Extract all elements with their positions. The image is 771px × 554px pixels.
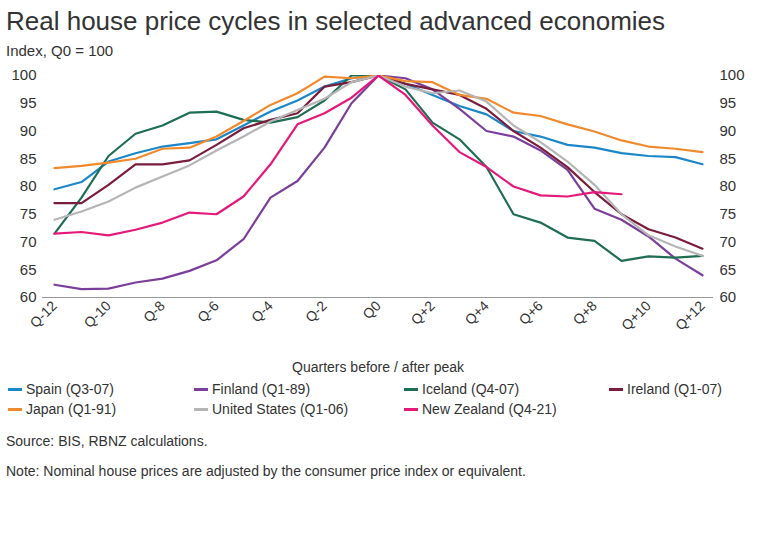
svg-text:Q+2: Q+2 [407, 297, 437, 327]
svg-text:95: 95 [720, 94, 737, 111]
html-text:Finland (Q1-89): Finland (Q1-89) [212, 381, 310, 397]
svg-text:80: 80 [720, 177, 737, 194]
svg-text:65: 65 [20, 261, 37, 278]
svg-text:90: 90 [720, 122, 737, 139]
html-text:Note: Nominal house prices are: Note: Nominal house prices are adjusted … [6, 463, 526, 479]
html-text:Iceland (Q4-07): Iceland (Q4-07) [422, 381, 520, 397]
svg-text:60: 60 [720, 288, 737, 305]
html-text:Ireland (Q1-07): Ireland (Q1-07) [627, 381, 722, 397]
svg-text:90: 90 [20, 122, 37, 139]
svg-text:80: 80 [20, 177, 37, 194]
html-text:Spain (Q3-07): Spain (Q3-07) [26, 381, 114, 397]
html-text:New Zealand (Q4-21): New Zealand (Q4-21) [422, 401, 557, 417]
svg-text:Q+8: Q+8 [569, 297, 599, 327]
html-text:Real house price cycles in sel: Real house price cycles in selected adva… [6, 6, 665, 36]
svg-text:75: 75 [720, 205, 737, 222]
html-text:Source: BIS, RBNZ calculations: Source: BIS, RBNZ calculations. [6, 433, 208, 449]
svg-text:65: 65 [720, 261, 737, 278]
svg-text:95: 95 [20, 94, 37, 111]
svg-text:75: 75 [20, 205, 37, 222]
svg-text:60: 60 [20, 288, 37, 305]
svg-text:Q+10: Q+10 [618, 297, 654, 333]
svg-text:Q+6: Q+6 [515, 297, 545, 327]
svg-text:Q+4: Q+4 [461, 297, 491, 327]
svg-text:85: 85 [20, 150, 37, 167]
svg-text:70: 70 [20, 233, 37, 250]
html-text:Japan (Q1-91): Japan (Q1-91) [26, 401, 117, 417]
html-text:United States (Q1-06): United States (Q1-06) [212, 401, 349, 417]
svg-text:Q+12: Q+12 [672, 297, 708, 333]
svg-text:Q-6: Q-6 [194, 297, 222, 325]
svg-text:Q-10: Q-10 [80, 297, 113, 330]
svg-text:100: 100 [720, 66, 745, 83]
svg-text:Quarters before / after peak: Quarters before / after peak [292, 359, 465, 375]
svg-text:Q-2: Q-2 [302, 297, 330, 325]
svg-text:Q-12: Q-12 [26, 297, 59, 330]
svg-text:Q0: Q0 [359, 297, 384, 322]
svg-text:85: 85 [720, 150, 737, 167]
html-text:Index, Q0 = 100: Index, Q0 = 100 [6, 42, 114, 59]
svg-text:100: 100 [11, 66, 36, 83]
svg-text:Q-4: Q-4 [248, 297, 276, 325]
svg-text:Q-8: Q-8 [140, 297, 168, 325]
svg-text:70: 70 [720, 233, 737, 250]
